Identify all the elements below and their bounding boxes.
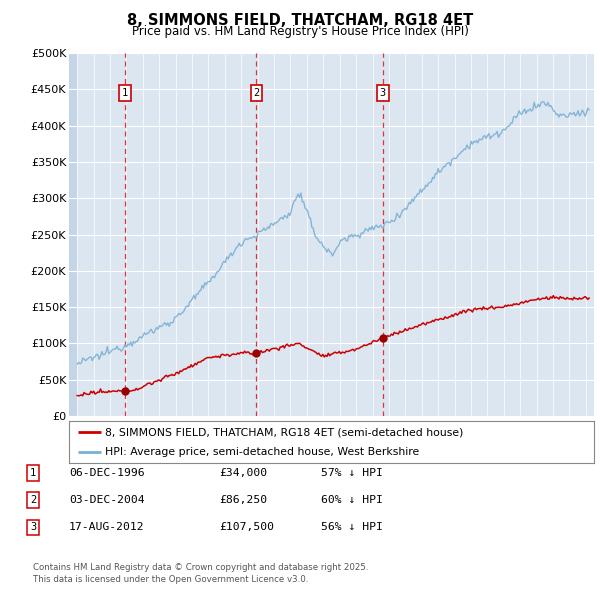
Text: HPI: Average price, semi-detached house, West Berkshire: HPI: Average price, semi-detached house,… — [105, 447, 419, 457]
Text: 06-DEC-1996: 06-DEC-1996 — [69, 468, 145, 478]
Text: Contains HM Land Registry data © Crown copyright and database right 2025.
This d: Contains HM Land Registry data © Crown c… — [33, 563, 368, 584]
Text: £34,000: £34,000 — [219, 468, 267, 478]
Text: 2: 2 — [253, 88, 259, 98]
Text: 60% ↓ HPI: 60% ↓ HPI — [321, 496, 383, 505]
Text: 2: 2 — [30, 496, 36, 505]
Text: £107,500: £107,500 — [219, 523, 274, 532]
Text: 1: 1 — [30, 468, 36, 478]
Text: 3: 3 — [30, 523, 36, 532]
Text: 56% ↓ HPI: 56% ↓ HPI — [321, 523, 383, 532]
Text: Price paid vs. HM Land Registry's House Price Index (HPI): Price paid vs. HM Land Registry's House … — [131, 25, 469, 38]
Text: 3: 3 — [380, 88, 386, 98]
Text: 1: 1 — [122, 88, 128, 98]
Text: 57% ↓ HPI: 57% ↓ HPI — [321, 468, 383, 478]
Text: 8, SIMMONS FIELD, THATCHAM, RG18 4ET: 8, SIMMONS FIELD, THATCHAM, RG18 4ET — [127, 13, 473, 28]
Text: 8, SIMMONS FIELD, THATCHAM, RG18 4ET (semi-detached house): 8, SIMMONS FIELD, THATCHAM, RG18 4ET (se… — [105, 427, 463, 437]
Bar — [69, 53, 77, 416]
Text: 17-AUG-2012: 17-AUG-2012 — [69, 523, 145, 532]
Text: £86,250: £86,250 — [219, 496, 267, 505]
Text: 03-DEC-2004: 03-DEC-2004 — [69, 496, 145, 505]
